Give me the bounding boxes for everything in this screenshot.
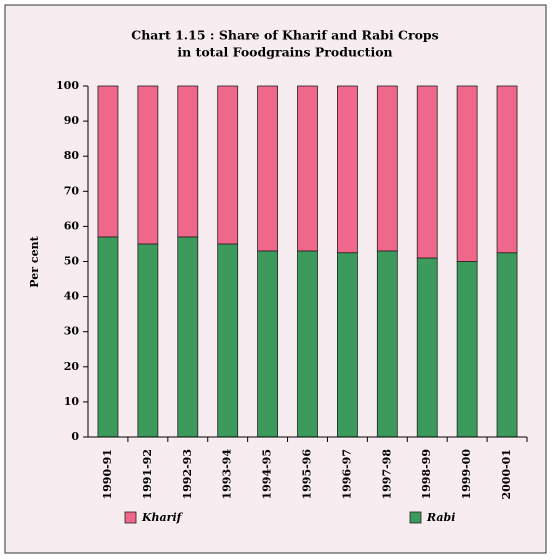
bar-segment — [217, 85, 239, 245]
y-tick-label: 80 — [64, 149, 80, 162]
chart-title: in total Foodgrains Production — [177, 45, 392, 60]
y-tick-label: 10 — [64, 395, 80, 408]
y-tick-label: 50 — [64, 255, 80, 268]
bar-segment — [416, 85, 438, 259]
y-tick-label: 60 — [64, 219, 80, 232]
bar-segment — [177, 236, 199, 438]
x-tick-label: 1994-95 — [261, 449, 274, 500]
bar-segment — [416, 257, 438, 438]
bar-segment — [337, 252, 358, 438]
bar-segment — [337, 85, 358, 254]
x-tick-label: 1998-99 — [420, 449, 433, 500]
chart-title: Chart 1.15 : Share of Kharif and Rabi Cr… — [131, 28, 438, 43]
legend-swatch — [409, 511, 422, 524]
bar-segment — [97, 85, 119, 238]
y-tick-label: 20 — [64, 360, 80, 373]
bar-segment — [137, 85, 159, 245]
bar-segment — [456, 261, 478, 438]
legend-label: Rabi — [426, 511, 455, 524]
y-tick-label: 30 — [64, 325, 80, 338]
y-axis-label: Per cent — [28, 235, 41, 287]
y-tick-label: 70 — [64, 184, 80, 197]
bar-segment — [496, 85, 518, 254]
x-tick-label: 1990-91 — [101, 449, 114, 500]
x-tick-label: 1996-97 — [340, 449, 353, 500]
bar-segment — [97, 236, 119, 438]
legend-label: Kharif — [141, 511, 184, 524]
bar-segment — [217, 243, 239, 438]
bar-segment — [257, 85, 278, 252]
x-tick-label: 1992-93 — [181, 449, 194, 500]
legend-swatch — [124, 511, 137, 524]
bar-segment — [177, 85, 199, 238]
bar-segment — [257, 250, 278, 438]
y-tick-label: 90 — [64, 114, 80, 127]
y-tick-label: 0 — [71, 430, 79, 443]
y-tick-label: 100 — [56, 79, 79, 92]
x-tick-label: 1991-92 — [141, 449, 154, 500]
bar-segment — [297, 250, 318, 438]
bar-segment — [376, 250, 398, 438]
y-tick-label: 40 — [64, 290, 80, 303]
x-tick-label: 1997-98 — [380, 449, 393, 500]
x-tick-label: 2000-01 — [500, 449, 513, 500]
bar-segment — [456, 85, 478, 262]
bar-segment — [137, 243, 159, 438]
bar-segment — [376, 85, 398, 252]
x-tick-label: 1999-00 — [460, 449, 473, 500]
x-tick-label: 1995-96 — [301, 449, 314, 500]
x-tick-label: 1993-94 — [221, 449, 234, 500]
bar-segment — [297, 85, 318, 252]
bar-segment — [496, 252, 518, 438]
